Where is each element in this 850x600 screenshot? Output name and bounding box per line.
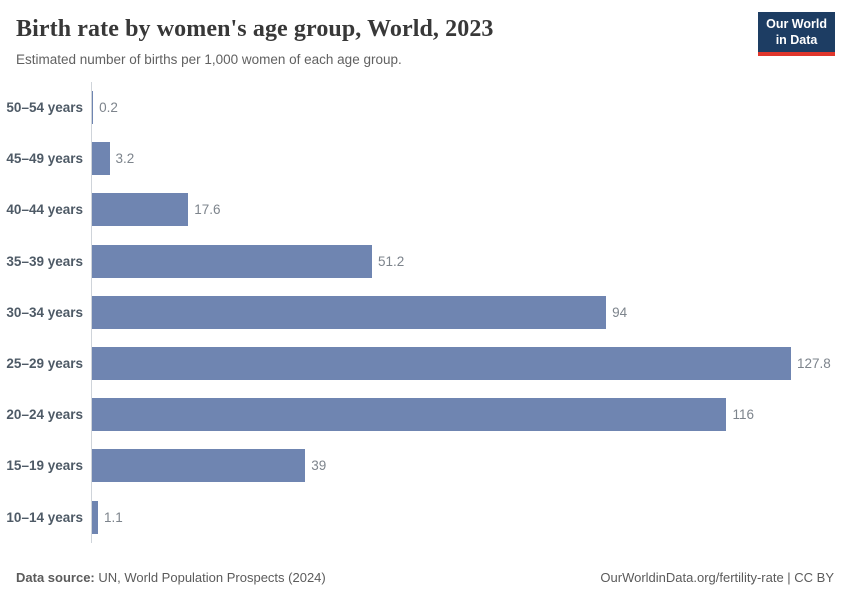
plot-area: 17.6: [91, 184, 834, 236]
category-label: 45–49 years: [6, 151, 83, 167]
plot-area: 127.8: [91, 337, 834, 390]
plot-area: 3.2: [91, 133, 834, 185]
bar[interactable]: [92, 500, 99, 534]
bar-row: 40–44 years 17.6: [6, 184, 834, 236]
category-label: 10–14 years: [6, 509, 83, 525]
data-source-note: Data source: UN, World Population Prospe…: [16, 570, 326, 585]
bar-row: 10–14 years 1.1: [6, 491, 834, 543]
bar[interactable]: [92, 347, 791, 381]
value-label: 51.2: [378, 253, 405, 269]
bar[interactable]: [92, 91, 94, 125]
bar[interactable]: [92, 398, 727, 432]
value-label: 3.2: [115, 151, 135, 167]
bar[interactable]: [92, 142, 110, 176]
value-label: 116: [732, 407, 754, 423]
plot-area: 51.2: [91, 235, 834, 287]
data-source-label: Data source:: [16, 570, 95, 585]
plot-area: 39: [91, 440, 834, 492]
bar-row: 50–54 years 0.2: [6, 82, 834, 134]
chart-header: Birth rate by women's age group, World, …: [0, 0, 850, 67]
owid-logo-line2: in Data: [775, 32, 818, 47]
category-label: 50–54 years: [6, 100, 83, 116]
owid-logo-line1: Our World: [766, 17, 827, 31]
category-label: 25–29 years: [6, 356, 83, 372]
value-label: 94: [612, 304, 628, 320]
owid-logo: Our World in Data: [758, 12, 835, 57]
chart-subtitle: Estimated number of births per 1,000 wom…: [16, 52, 402, 67]
plot-area: 0.2: [91, 82, 834, 134]
bar-row: 15–19 years 39: [6, 440, 834, 492]
data-source-text: UN, World Population Prospects (2024): [94, 570, 326, 585]
bar-row: 35–39 years 51.2: [6, 235, 834, 287]
category-label: 20–24 years: [6, 407, 83, 423]
plot-area: 94: [91, 286, 834, 338]
bar-row: 45–49 years 3.2: [6, 133, 834, 185]
value-label: 127.8: [797, 356, 831, 372]
bar[interactable]: [92, 244, 373, 278]
bar-row: 20–24 years 116: [6, 389, 834, 441]
bar-row: 25–29 years 127.8: [6, 337, 834, 390]
plot-area: 1.1: [91, 491, 834, 543]
plot-area: 116: [91, 389, 834, 441]
chart-footer: Data source: UN, World Population Prospe…: [16, 570, 834, 585]
category-label: 30–34 years: [6, 304, 83, 320]
value-label: 17.6: [194, 202, 221, 218]
value-label: 0.2: [99, 100, 118, 116]
category-label: 40–44 years: [6, 202, 83, 218]
bar[interactable]: [92, 295, 607, 329]
bar-chart: 50–54 years 0.2 45–49 years 3.2 40–44 years 1…: [6, 82, 834, 543]
bar[interactable]: [92, 193, 189, 227]
category-label: 15–19 years: [6, 458, 83, 474]
bar-row: 30–34 years 94: [6, 286, 834, 338]
bar[interactable]: [92, 449, 306, 483]
value-label: 39: [311, 458, 327, 474]
category-label: 35–39 years: [6, 253, 83, 269]
attribution-note: OurWorldinData.org/fertility-rate | CC B…: [600, 570, 834, 585]
chart-title: Birth rate by women's age group, World, …: [16, 16, 494, 42]
value-label: 1.1: [104, 509, 123, 525]
